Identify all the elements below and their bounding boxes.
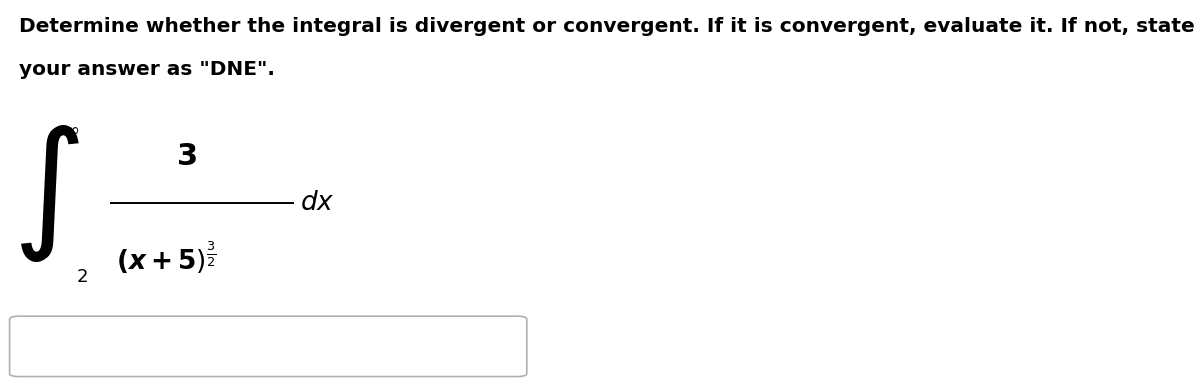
Text: $\infty$: $\infty$: [65, 121, 79, 139]
Text: $\int$: $\int$: [12, 123, 79, 264]
FancyBboxPatch shape: [10, 316, 527, 377]
Text: $2$: $2$: [76, 268, 88, 286]
Text: $\mathbf{3}$: $\mathbf{3}$: [175, 142, 197, 171]
Text: Determine whether the integral is divergent or convergent. If it is convergent, : Determine whether the integral is diverg…: [19, 17, 1195, 36]
Text: $\boldsymbol{(x + 5)^{\frac{3}{2}}}$: $\boldsymbol{(x + 5)^{\frac{3}{2}}}$: [116, 239, 217, 276]
Text: your answer as "DNE".: your answer as "DNE".: [19, 60, 275, 79]
Text: $dx$: $dx$: [300, 190, 335, 216]
